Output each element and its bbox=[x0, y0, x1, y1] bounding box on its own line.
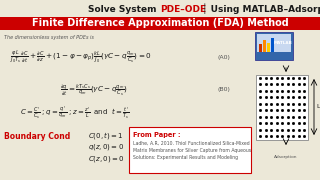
FancyBboxPatch shape bbox=[129, 127, 251, 173]
Text: Boundary Cond: Boundary Cond bbox=[4, 132, 70, 141]
Text: (A0): (A0) bbox=[217, 55, 230, 60]
Bar bbox=[259, 44, 262, 52]
Text: $C = \frac{C'}{C_s}\ ;q = \frac{q'}{q_m}\ ;z = \frac{z'}{L}\ $ and $\ t = \frac{: $C = \frac{C'}{C_s}\ ;q = \frac{q'}{q_m}… bbox=[20, 105, 130, 121]
Bar bbox=[256, 75, 308, 140]
Text: $\frac{\varphi L}{J_0 T_s}\frac{\partial C}{\partial t} + \frac{\partial C}{\par: $\frac{\varphi L}{J_0 T_s}\frac{\partial… bbox=[10, 50, 152, 66]
Bar bbox=[263, 40, 266, 52]
Text: $\frac{\partial q}{\partial t} = \frac{k T_s C_s}{q_m}(\gamma C - q\frac{q_m}{C_: $\frac{\partial q}{\partial t} = \frac{k… bbox=[60, 82, 128, 98]
Text: Finite Difference Approximation (FDA) Method: Finite Difference Approximation (FDA) Me… bbox=[32, 19, 288, 28]
Text: The dimensionless system of PDEs is: The dimensionless system of PDEs is bbox=[4, 35, 94, 40]
Text: L: L bbox=[316, 105, 319, 109]
Text: MATLAB: MATLAB bbox=[274, 41, 293, 45]
Text: Adsorption: Adsorption bbox=[274, 155, 298, 159]
Text: $C(0,t) = 1$: $C(0,t) = 1$ bbox=[88, 130, 124, 141]
Bar bbox=[267, 43, 270, 52]
Text: │ Using MATLAB–Adsorption: │ Using MATLAB–Adsorption bbox=[199, 4, 320, 14]
Bar bbox=[0, 17, 320, 30]
Text: From Paper :: From Paper : bbox=[133, 132, 180, 138]
Text: Solve System: Solve System bbox=[88, 4, 160, 14]
Text: Ladhe, A.R, 2010. Thiol Functionalized Silica-Mixed
Matrix Membranes for Silver : Ladhe, A.R, 2010. Thiol Functionalized S… bbox=[133, 141, 251, 160]
Text: (B0): (B0) bbox=[217, 87, 230, 93]
Bar bbox=[257, 34, 291, 52]
Text: $q(z,0) = 0$: $q(z,0) = 0$ bbox=[88, 142, 124, 152]
Text: $C(z,0) = 0$: $C(z,0) = 0$ bbox=[88, 154, 125, 164]
Bar bbox=[255, 32, 293, 60]
Text: PDE–ODE: PDE–ODE bbox=[160, 4, 206, 14]
Bar bbox=[271, 38, 274, 52]
